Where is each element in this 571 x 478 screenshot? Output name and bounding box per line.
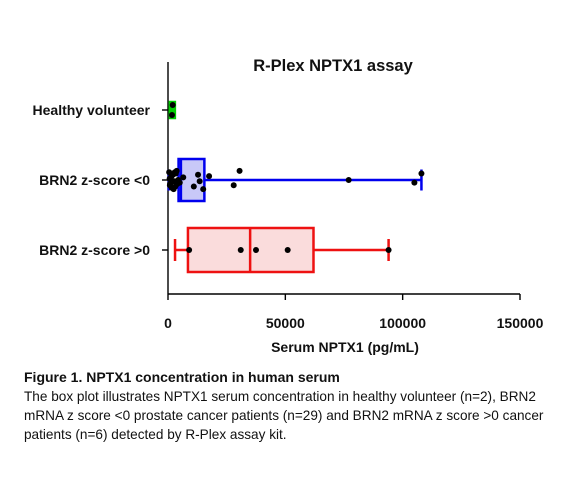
box-plot-chart: R-Plex NPTX1 assay 0 50000 100000 150000 Hea… bbox=[33, 57, 544, 355]
data-point bbox=[385, 247, 392, 253]
data-point bbox=[180, 174, 187, 181]
data-point bbox=[171, 169, 178, 176]
plot-area: 0 50000 100000 150000 Healthy volunteer BRN2 … bbox=[33, 62, 544, 331]
data-point bbox=[253, 247, 259, 253]
y-tick-label: Healthy volunteer bbox=[33, 102, 151, 118]
x-tick-label: 150000 bbox=[497, 315, 544, 331]
chart-title: R-Plex NPTX1 assay bbox=[253, 57, 413, 75]
data-point bbox=[345, 177, 352, 183]
y-tick-label: BRN2 z-score >0 bbox=[39, 242, 150, 258]
data-point bbox=[236, 167, 243, 174]
data-point bbox=[196, 178, 203, 185]
x-axis-label: Serum NPTX1 (pg/mL) bbox=[271, 339, 419, 355]
data-point bbox=[166, 175, 173, 182]
data-point bbox=[284, 247, 291, 253]
x-tick-label: 0 bbox=[164, 315, 172, 331]
data-point bbox=[237, 247, 244, 253]
data-point bbox=[168, 112, 175, 118]
caption-body: The box plot illustrates NPTX1 serum con… bbox=[24, 389, 544, 442]
data-point bbox=[418, 170, 425, 177]
figure-caption: Figure 1. NPTX1 concentration in human s… bbox=[24, 368, 559, 444]
data-point bbox=[174, 180, 181, 187]
data-point bbox=[411, 179, 418, 186]
data-point bbox=[190, 183, 197, 190]
x-tick-label: 100000 bbox=[379, 315, 426, 331]
data-point bbox=[186, 247, 193, 253]
data-point bbox=[169, 102, 176, 108]
data-point bbox=[169, 184, 176, 191]
x-tick-label: 50000 bbox=[266, 315, 305, 331]
caption-title: Figure 1. NPTX1 concentration in human s… bbox=[24, 369, 340, 385]
data-point bbox=[206, 173, 213, 180]
data-point bbox=[230, 182, 237, 189]
y-tick-label: BRN2 z-score <0 bbox=[39, 172, 150, 188]
data-point bbox=[200, 186, 207, 193]
data-point bbox=[195, 171, 202, 178]
